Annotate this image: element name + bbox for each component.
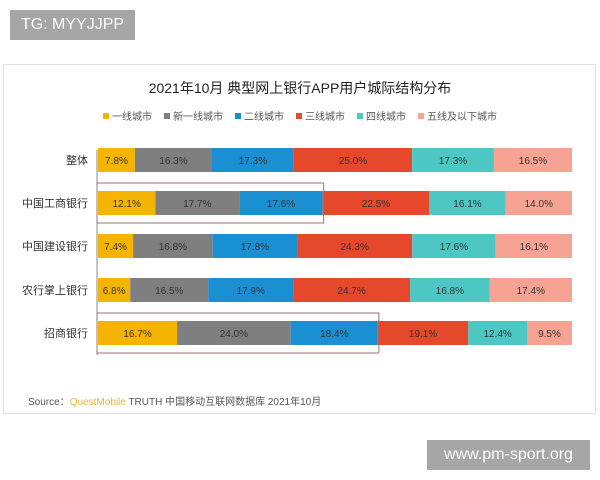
bar-segment bbox=[377, 321, 469, 345]
source-note: Source：QuestMobile TRUTH 中国移动互联网数据库 2021… bbox=[28, 393, 321, 408]
legend-swatch bbox=[235, 112, 241, 119]
data-label: 22.5% bbox=[362, 199, 390, 210]
bar-segment bbox=[489, 278, 572, 302]
data-label: 16.7% bbox=[123, 329, 151, 340]
bar-segment bbox=[297, 234, 413, 258]
bar-segment bbox=[493, 148, 572, 172]
bar-segment bbox=[177, 321, 291, 345]
source-brand: QuestMobile bbox=[69, 397, 126, 408]
bar-segment bbox=[212, 234, 298, 258]
legend-swatch bbox=[357, 112, 363, 119]
legend-item: 新一线城市 bbox=[164, 108, 223, 123]
category-label: 中国建设银行 bbox=[22, 239, 88, 253]
tag-label: TG: MYYJJPP bbox=[10, 10, 135, 40]
highlight-box bbox=[96, 312, 380, 354]
data-label: 24.7% bbox=[337, 286, 365, 297]
source-prefix: Source： bbox=[28, 397, 70, 408]
bar-segment bbox=[98, 321, 178, 345]
bar-segment bbox=[133, 234, 213, 258]
legend-label: 二线城市 bbox=[244, 112, 284, 123]
legend-item: 五线及以下城市 bbox=[418, 108, 497, 123]
data-label: 19.1% bbox=[409, 329, 437, 340]
bar-segment bbox=[495, 234, 572, 258]
bar-segment bbox=[208, 278, 294, 302]
bar-segment bbox=[505, 191, 572, 215]
bar-segment bbox=[410, 278, 490, 302]
bar-segment bbox=[293, 278, 411, 302]
legend-swatch bbox=[418, 112, 424, 119]
legend-swatch bbox=[296, 112, 302, 119]
bar-segment bbox=[527, 321, 572, 345]
data-label: 16.5% bbox=[519, 156, 547, 167]
bar-segment bbox=[155, 191, 240, 215]
legend-label: 新一线城市 bbox=[173, 112, 223, 123]
data-label: 16.5% bbox=[155, 286, 183, 297]
bar-segment bbox=[212, 148, 294, 172]
bar-segment bbox=[412, 148, 494, 172]
category-label: 招商银行 bbox=[44, 326, 88, 340]
bar-segment bbox=[468, 321, 528, 345]
data-label: 16.8% bbox=[159, 242, 187, 253]
category-label: 农行掌上银行 bbox=[22, 283, 88, 297]
legend-label: 四线城市 bbox=[366, 112, 406, 123]
bar-segment bbox=[98, 191, 156, 215]
bar-segment bbox=[412, 234, 496, 258]
category-label: 中国工商银行 bbox=[22, 196, 88, 210]
data-label: 17.4% bbox=[517, 286, 545, 297]
data-label: 17.6% bbox=[267, 199, 295, 210]
data-label: 16.3% bbox=[159, 156, 187, 167]
data-label: 24.3% bbox=[340, 242, 368, 253]
legend-swatch bbox=[103, 112, 109, 119]
bar-segment bbox=[322, 191, 430, 215]
data-label: 17.3% bbox=[239, 156, 267, 167]
data-label: 14.0% bbox=[525, 199, 553, 210]
data-label: 6.8% bbox=[103, 286, 126, 297]
data-label: 7.4% bbox=[104, 242, 127, 253]
data-label: 17.6% bbox=[440, 242, 468, 253]
legend-item: 四线城市 bbox=[357, 108, 406, 123]
data-label: 17.9% bbox=[237, 286, 265, 297]
chart-title: 2021年10月 典型网上银行APP用户城际结构分布 bbox=[148, 80, 452, 96]
legend-label: 三线城市 bbox=[305, 112, 345, 123]
bar-segment bbox=[98, 278, 131, 302]
bar-segment bbox=[134, 148, 213, 172]
legend-item: 三线城市 bbox=[296, 108, 345, 123]
data-label: 17.7% bbox=[183, 199, 211, 210]
chart-card bbox=[3, 64, 596, 414]
bar-segment bbox=[130, 278, 209, 302]
legend-item: 二线城市 bbox=[235, 108, 284, 123]
data-label: 9.5% bbox=[538, 329, 561, 340]
bar-segment bbox=[293, 148, 413, 172]
data-label: 7.8% bbox=[105, 156, 128, 167]
source-text: TRUTH 中国移动互联网数据库 2021年10月 bbox=[128, 397, 322, 408]
legend: 一线城市 新一线城市 二线城市 三线城市 四线城市 五线及以下城市 bbox=[0, 108, 600, 123]
watermark: www.pm-sport.org bbox=[427, 440, 590, 470]
data-label: 17.3% bbox=[439, 156, 467, 167]
legend-swatch bbox=[164, 112, 170, 119]
data-label: 12.1% bbox=[112, 199, 140, 210]
legend-label: 五线及以下城市 bbox=[427, 112, 497, 123]
data-label: 17.8% bbox=[241, 242, 269, 253]
bar-segment bbox=[98, 234, 134, 258]
highlight-box bbox=[96, 182, 325, 224]
data-label: 12.4% bbox=[483, 329, 511, 340]
data-label: 16.1% bbox=[453, 199, 481, 210]
bar-segment bbox=[290, 321, 378, 345]
data-label: 16.8% bbox=[436, 286, 464, 297]
legend-item: 一线城市 bbox=[103, 108, 152, 123]
legend-label: 一线城市 bbox=[112, 112, 152, 123]
data-label: 18.4% bbox=[320, 329, 348, 340]
data-label: 24.0% bbox=[220, 329, 248, 340]
bar-segment bbox=[98, 148, 135, 172]
bar-segment bbox=[429, 191, 506, 215]
data-label: 16.1% bbox=[520, 242, 548, 253]
bar-segment bbox=[239, 191, 323, 215]
category-label: 整体 bbox=[66, 153, 88, 167]
data-label: 25.0% bbox=[339, 156, 367, 167]
